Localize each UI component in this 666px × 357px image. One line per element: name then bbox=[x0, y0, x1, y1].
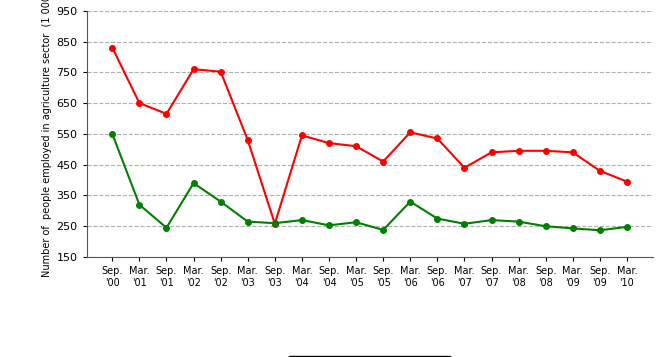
Women bbox=[271, 221, 279, 225]
Legend: Men, Women: Men, Women bbox=[288, 356, 452, 357]
Men bbox=[271, 222, 279, 226]
Women bbox=[244, 220, 252, 224]
Men bbox=[135, 101, 143, 105]
Women bbox=[352, 220, 360, 225]
Women bbox=[216, 200, 224, 204]
Men bbox=[216, 70, 224, 74]
Men bbox=[488, 150, 496, 155]
Men bbox=[190, 67, 198, 71]
Men bbox=[596, 169, 604, 173]
Women bbox=[109, 132, 117, 136]
Women bbox=[135, 202, 143, 207]
Line: Men: Men bbox=[109, 45, 630, 227]
Men bbox=[515, 149, 523, 153]
Women bbox=[623, 225, 631, 229]
Men bbox=[244, 138, 252, 142]
Line: Women: Women bbox=[109, 131, 630, 233]
Men bbox=[434, 136, 442, 141]
Men bbox=[325, 141, 333, 145]
Women bbox=[406, 200, 414, 204]
Men bbox=[623, 180, 631, 184]
Men bbox=[541, 149, 549, 153]
Men bbox=[460, 166, 468, 170]
Y-axis label: Number of  people employed in agriculture sector  (1 000): Number of people employed in agriculture… bbox=[42, 0, 52, 277]
Women bbox=[569, 226, 577, 231]
Women bbox=[190, 181, 198, 185]
Women bbox=[379, 228, 387, 232]
Women bbox=[488, 218, 496, 222]
Women bbox=[298, 218, 306, 222]
Men bbox=[298, 133, 306, 137]
Men bbox=[163, 112, 170, 116]
Women bbox=[596, 228, 604, 232]
Men bbox=[109, 46, 117, 50]
Women bbox=[515, 220, 523, 224]
Men bbox=[569, 150, 577, 155]
Women bbox=[163, 226, 170, 230]
Women bbox=[434, 216, 442, 221]
Men bbox=[352, 144, 360, 149]
Women bbox=[325, 223, 333, 227]
Men bbox=[379, 160, 387, 164]
Women bbox=[541, 224, 549, 228]
Men bbox=[406, 130, 414, 135]
Women bbox=[460, 222, 468, 226]
